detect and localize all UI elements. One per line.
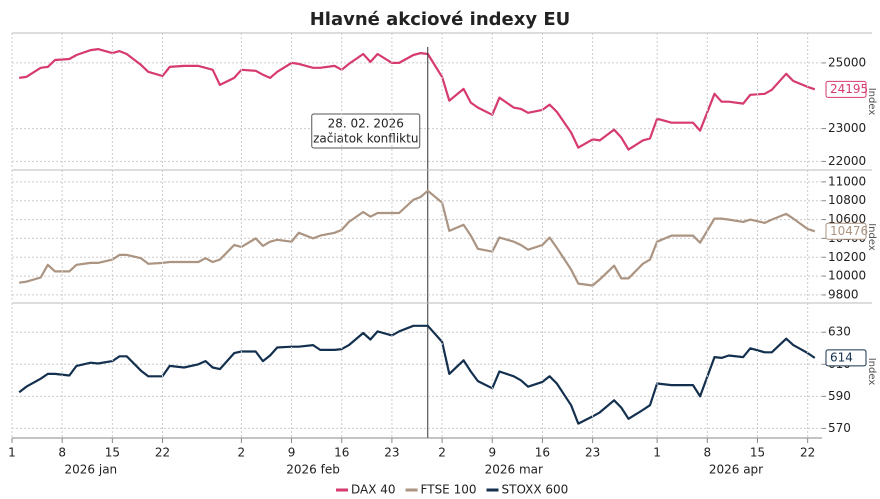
x-month-label: 2026 feb	[286, 463, 340, 477]
x-tick-label: 9	[288, 446, 296, 460]
x-month-label: 2026 mar	[485, 463, 543, 477]
x-tick-label: 22	[800, 446, 815, 460]
y-tick-label: 22000	[828, 154, 866, 168]
annotation-text: 28. 02. 2026	[328, 117, 404, 131]
x-tick-label: 8	[703, 446, 711, 460]
x-tick-label: 8	[58, 446, 66, 460]
x-tick-label: 23	[384, 446, 399, 460]
line-series	[19, 189, 816, 287]
end-label-box	[825, 349, 867, 367]
end-value-label: 10476	[830, 224, 868, 238]
y-tick-label: 11000	[828, 174, 866, 188]
x-tick-label: 15	[105, 446, 120, 460]
y-axis-label: Index	[866, 358, 877, 386]
x-tick-label: 22	[155, 446, 170, 460]
x-tick-label: 23	[585, 446, 600, 460]
line-series	[18, 324, 816, 425]
x-tick-label: 16	[535, 446, 550, 460]
end-label-box	[825, 222, 867, 240]
y-tick-label: 10600	[828, 212, 866, 226]
x-tick-label: 9	[488, 446, 496, 460]
y-tick-label: 590	[828, 389, 851, 403]
legend-label: FTSE 100	[421, 483, 477, 497]
y-tick-label: 9800	[828, 287, 859, 301]
x-month-label: 2026 jan	[65, 463, 118, 477]
y-tick-label: 630	[828, 325, 851, 339]
annotation-text: začiatok konfliktu	[313, 132, 418, 146]
x-tick-label: 2	[238, 446, 246, 460]
annotation-box	[311, 113, 421, 149]
y-tick-label: 10800	[828, 193, 866, 207]
y-axis-label: Index	[866, 88, 877, 116]
x-tick-label: 1	[653, 446, 661, 460]
y-tick-label: 570	[828, 421, 851, 435]
x-month-label: 2026 apr	[709, 463, 763, 477]
end-value-label: 24195	[830, 82, 868, 96]
y-tick-label: 25000	[828, 55, 866, 69]
y-tick-label: 10200	[828, 250, 866, 264]
end-value-label: 614	[830, 350, 853, 364]
legend-label: DAX 40	[351, 483, 396, 497]
x-tick-label: 1	[8, 446, 16, 460]
x-tick-label: 16	[334, 446, 349, 460]
x-tick-label: 15	[750, 446, 765, 460]
line-series	[19, 48, 816, 151]
legend-label: STOXX 600	[502, 483, 569, 497]
y-tick-label: 10000	[828, 269, 866, 283]
x-tick-label: 2	[438, 446, 446, 460]
y-axis-label: Index	[866, 223, 877, 251]
y-tick-label: 23000	[828, 121, 866, 135]
chart-title: Hlavné akciové indexy EU	[310, 9, 571, 30]
end-label-box	[825, 80, 867, 98]
